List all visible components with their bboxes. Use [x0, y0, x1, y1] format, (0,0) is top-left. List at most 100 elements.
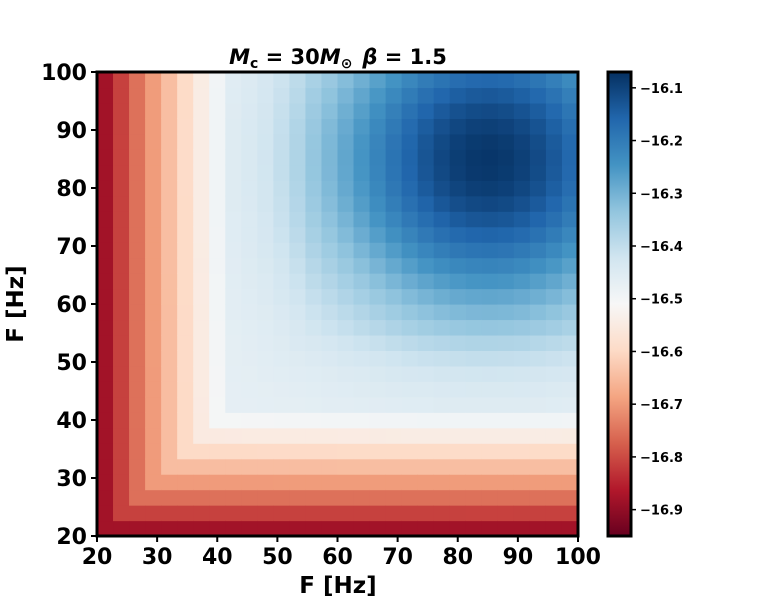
heatmap-cell — [113, 226, 130, 243]
heatmap-cell — [225, 257, 242, 274]
heatmap-cell — [353, 443, 371, 460]
heatmap-cell — [129, 149, 146, 166]
heatmap-cell — [497, 118, 515, 135]
heatmap-cell — [289, 102, 307, 119]
heatmap-cell — [305, 474, 323, 491]
heatmap-cell — [305, 102, 323, 119]
heatmap-cell — [465, 133, 483, 150]
heatmap-cell — [113, 72, 130, 89]
heatmap-cell — [337, 118, 355, 135]
heatmap-cell — [321, 458, 339, 475]
heatmap-cell — [433, 164, 451, 181]
heatmap-cell — [161, 149, 178, 166]
heatmap-cell — [385, 412, 403, 429]
heatmap-cell — [481, 427, 499, 444]
heatmap-cell — [449, 412, 467, 429]
heatmap-cell — [465, 226, 483, 243]
heatmap-cell — [417, 427, 435, 444]
heatmap-cell — [209, 72, 226, 89]
heatmap-cell — [289, 427, 307, 444]
heatmap-cell — [289, 474, 307, 491]
heatmap-cell — [369, 288, 387, 305]
heatmap-cell — [385, 474, 403, 491]
heatmap-cell — [305, 87, 323, 104]
heatmap-cell — [481, 180, 499, 197]
heatmap-cell — [241, 396, 258, 413]
heatmap-cell — [369, 520, 387, 537]
heatmap-cell — [177, 242, 194, 259]
heatmap-cell — [129, 211, 146, 228]
x-tick-label: 90 — [503, 545, 534, 570]
heatmap-cell — [161, 118, 178, 135]
heatmap-cell — [417, 365, 435, 382]
heatmap-cell — [209, 226, 226, 243]
heatmap-cell — [497, 164, 515, 181]
heatmap-cell — [305, 396, 323, 413]
y-tick-label: 60 — [56, 293, 87, 318]
heatmap-cell — [417, 288, 435, 305]
heatmap-cell — [289, 242, 307, 259]
heatmap-cell — [161, 242, 178, 259]
heatmap-cell — [337, 505, 355, 522]
heatmap-cell — [513, 273, 531, 290]
heatmap-cell — [449, 87, 467, 104]
heatmap-cell — [385, 164, 403, 181]
heatmap-cell — [289, 396, 307, 413]
heatmap-cell — [225, 102, 242, 119]
heatmap-cell — [177, 164, 194, 181]
heatmap-cell — [97, 396, 114, 413]
heatmap-cell — [465, 350, 483, 367]
heatmap-cell — [241, 72, 258, 89]
heatmap-cell — [113, 133, 130, 150]
heatmap-cell — [273, 102, 290, 119]
heatmap-cell — [129, 133, 146, 150]
heatmap-cell — [257, 273, 274, 290]
heatmap-cell — [417, 412, 435, 429]
heatmap-cell — [497, 87, 515, 104]
heatmap-cell — [353, 226, 371, 243]
heatmap-cell — [529, 489, 547, 506]
heatmap-cell — [401, 350, 419, 367]
heatmap-cell — [417, 133, 435, 150]
heatmap-cell — [129, 72, 146, 89]
heatmap-cell — [209, 164, 226, 181]
heatmap-cell — [289, 412, 307, 429]
heatmap-cell — [241, 520, 258, 537]
heatmap-cell — [369, 427, 387, 444]
heatmap-cell — [433, 427, 451, 444]
heatmap-cell — [561, 520, 579, 537]
heatmap-cell — [257, 87, 274, 104]
heatmap-cell — [273, 164, 290, 181]
colorbar — [606, 70, 633, 538]
heatmap-cell — [497, 242, 515, 259]
heatmap-cell — [225, 474, 242, 491]
x-tick-label: 60 — [322, 545, 353, 570]
heatmap-cell — [337, 180, 355, 197]
heatmap-cell — [545, 396, 563, 413]
heatmap-cell — [289, 365, 307, 382]
heatmap-cell — [449, 334, 467, 351]
heatmap-cell — [353, 505, 371, 522]
heatmap-cell — [353, 319, 371, 336]
heatmap-cell — [337, 334, 355, 351]
heatmap-cell — [417, 458, 435, 475]
heatmap-cell — [465, 102, 483, 119]
heatmap-cell — [513, 72, 531, 89]
heatmap-cell — [465, 458, 483, 475]
heatmap-cell — [129, 257, 146, 274]
heatmap-cell — [481, 87, 499, 104]
heatmap-cell — [401, 412, 419, 429]
x-axis-ticks: 20 30 40 50 60 70 80 90 100 — [82, 536, 601, 570]
heatmap-cell — [497, 180, 515, 197]
heatmap-cell — [209, 149, 226, 166]
heatmap-cell — [321, 72, 339, 89]
heatmap-cell — [321, 427, 339, 444]
heatmap-cell — [561, 474, 579, 491]
heatmap-cell — [497, 412, 515, 429]
heatmap-cell — [497, 489, 515, 506]
heatmap-cell — [433, 102, 451, 119]
heatmap-cell — [289, 319, 307, 336]
heatmap-cell — [193, 505, 210, 522]
heatmap-cell — [113, 242, 130, 259]
heatmap-cell — [433, 304, 451, 321]
